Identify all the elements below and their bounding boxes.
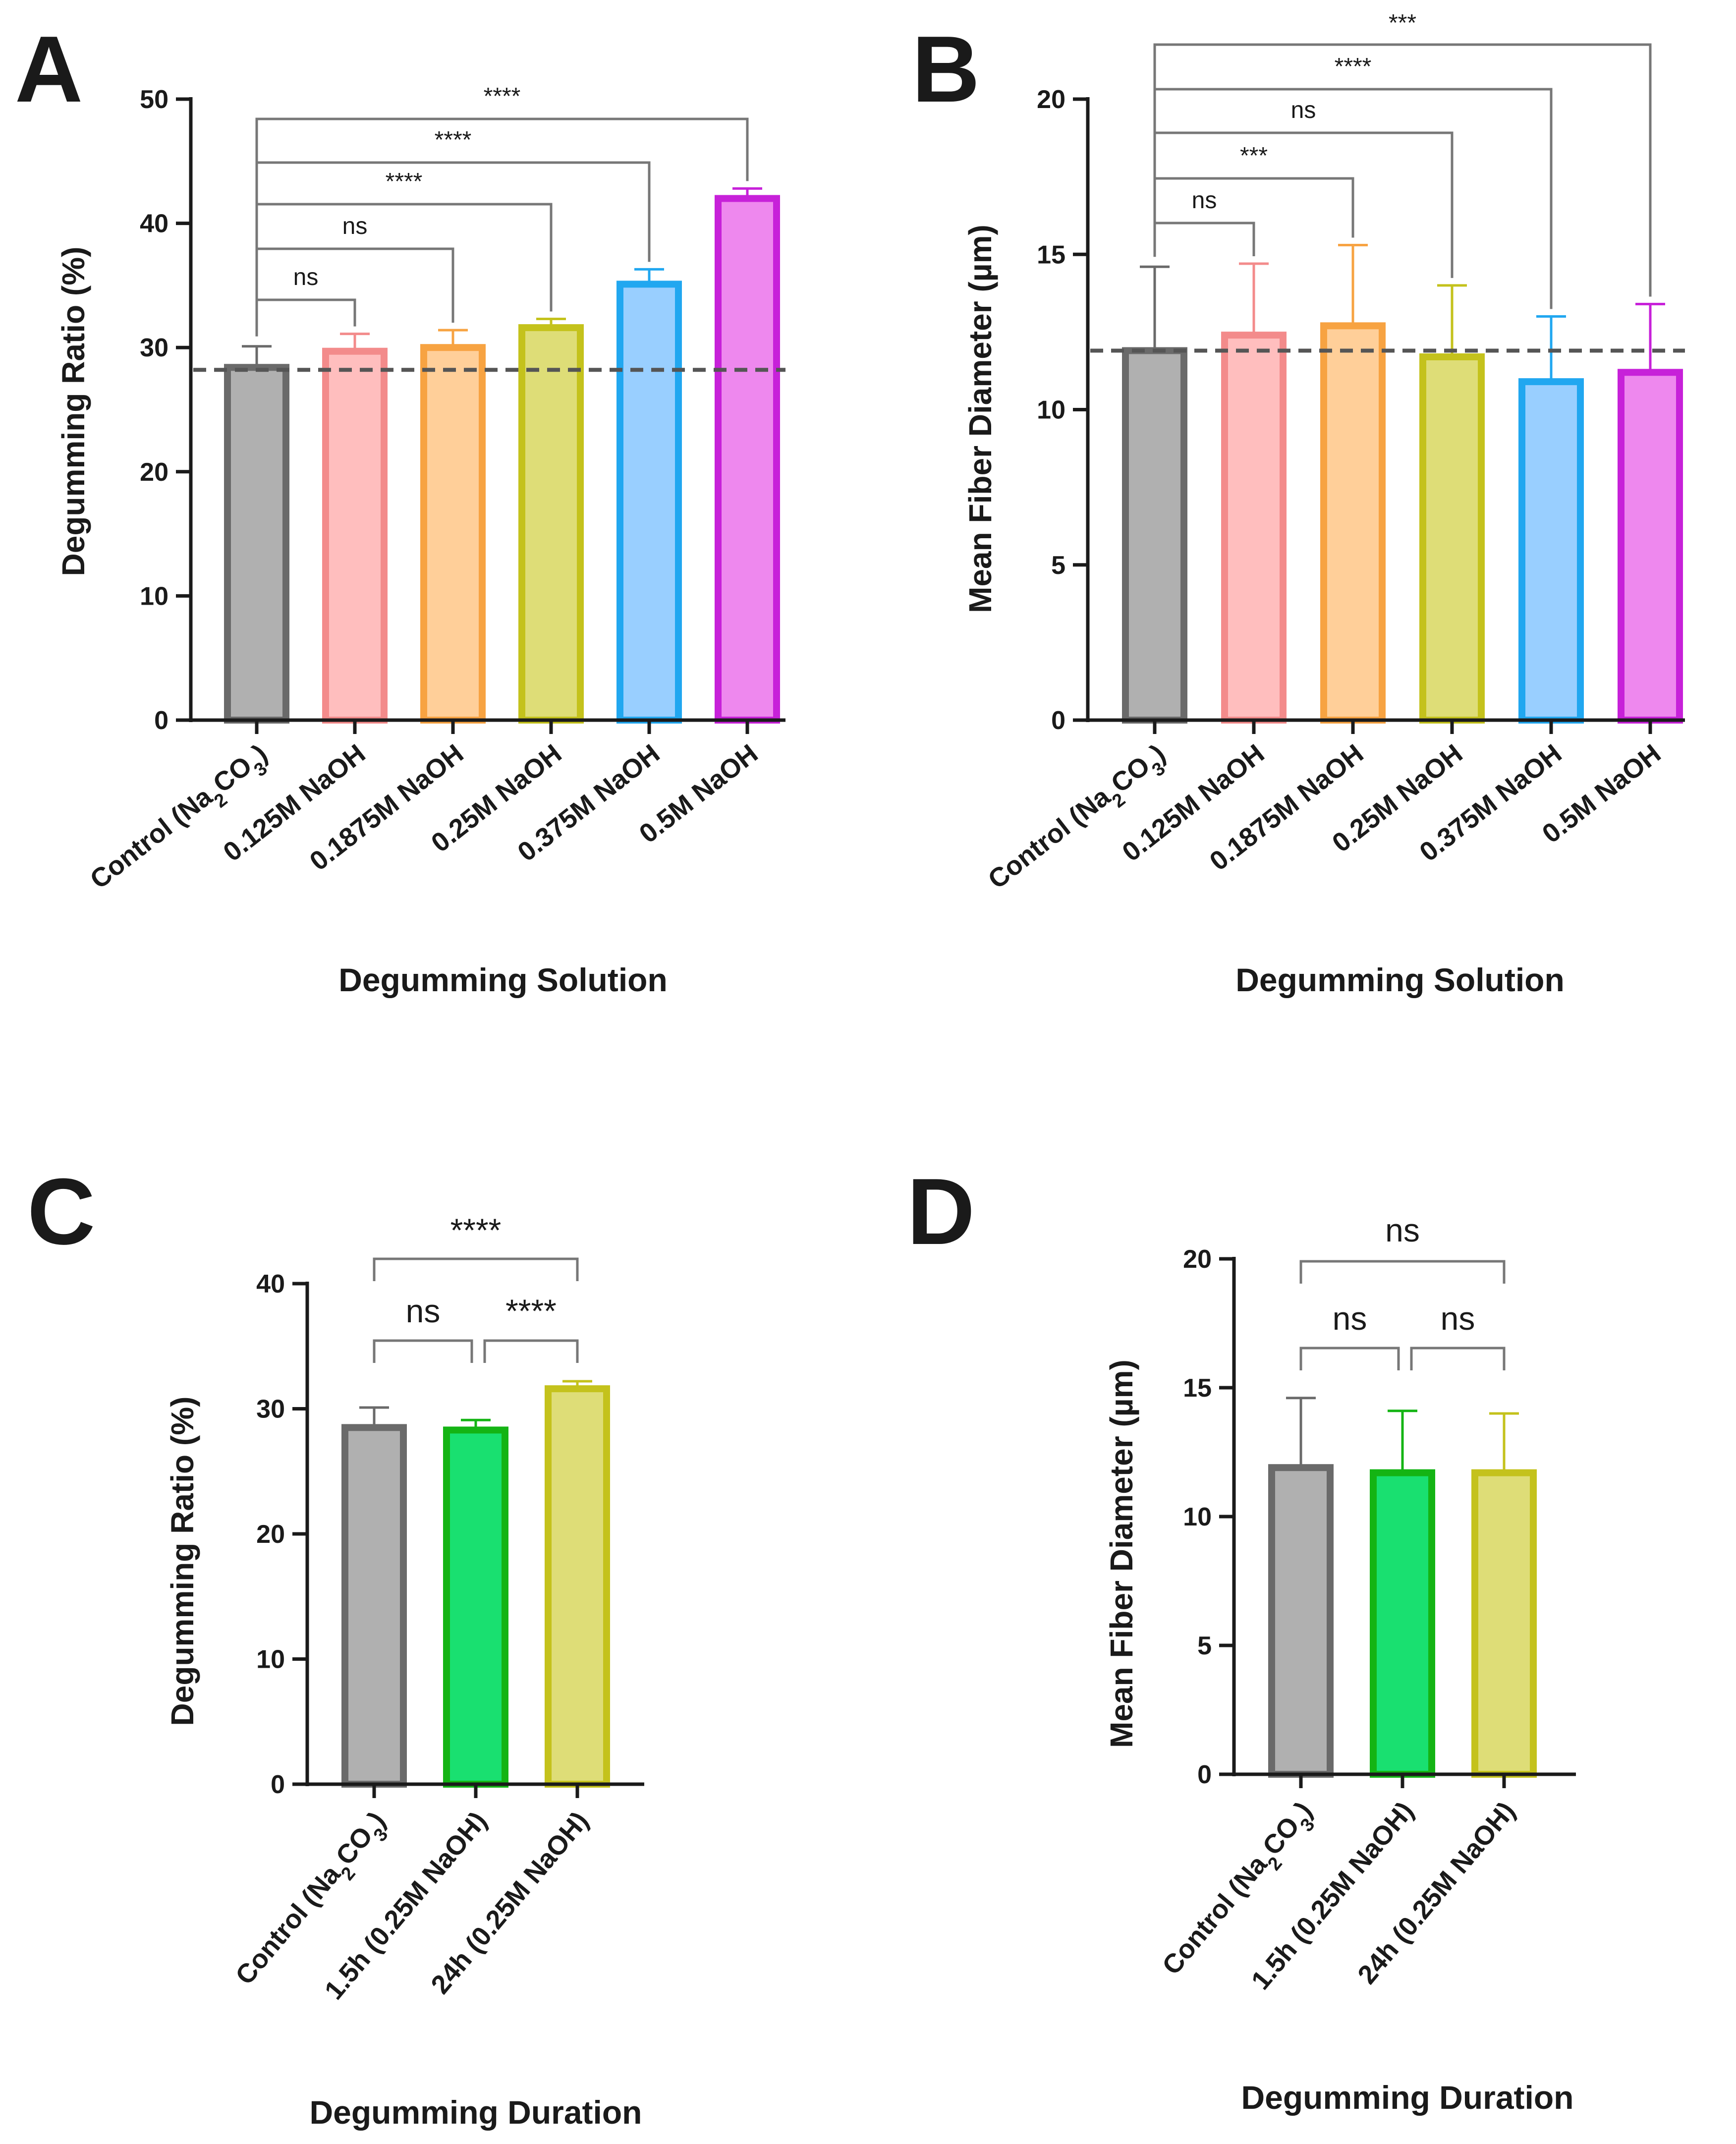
panel-a-ytick-label-40: 40: [140, 210, 168, 238]
panel-d-ytick-label-10: 10: [1183, 1503, 1212, 1531]
panel-d-bar-0: [1268, 1464, 1334, 1778]
panel-b-sig-label-3: ****: [1335, 54, 1372, 80]
panel-letter-c: C: [27, 1159, 95, 1264]
panel-b-ytick-label-20: 20: [1037, 85, 1065, 114]
panel-letter-d: D: [907, 1159, 975, 1264]
panel-a-bar-5: [715, 195, 780, 724]
panel-d-sig-bracket-2: [1299, 1260, 1506, 1284]
panel-d-sig-label-2: ns: [1385, 1212, 1420, 1248]
panel-b-ytick-label-10: 10: [1037, 396, 1065, 425]
panel-c-bar-2: [545, 1385, 610, 1788]
panel-a-ytick-label-20: 20: [140, 458, 168, 487]
panel-d-sig-bracket-1: [1410, 1347, 1506, 1370]
panel-d-ytick-label-5: 5: [1197, 1632, 1212, 1660]
panel-c-sig-bracket-0: [373, 1339, 473, 1363]
panel-d-ytick-label-15: 15: [1183, 1374, 1212, 1403]
panel-b-sig-label-2: ns: [1291, 97, 1316, 123]
panel-a-sig-bracket-2: [255, 203, 553, 312]
panel-a-ylabel: Degumming Ratio (%): [56, 247, 91, 576]
panel-b-sig-bracket-0: [1153, 222, 1255, 257]
panel-c-ytick-label-20: 20: [256, 1520, 285, 1549]
panel-a-sig-label-2: ****: [386, 169, 423, 195]
panel-b-bar-4: [1518, 378, 1584, 724]
panel-c-sig-bracket-2: [373, 1257, 579, 1281]
panel-d-sig-bracket-0: [1299, 1347, 1400, 1370]
panel-d-ytick-label-20: 20: [1183, 1245, 1212, 1274]
panel-a-bar-4: [616, 281, 682, 724]
panel-a-ytick-label-0: 0: [154, 706, 168, 735]
panel-d-ytick-label-0: 0: [1197, 1760, 1212, 1789]
panel-c-xlabel: Degumming Duration: [310, 2094, 642, 2131]
panel-b-bar-0: [1122, 347, 1187, 724]
panel-d-ylabel: Mean Fiber Diameter (µm): [1104, 1359, 1139, 1748]
panel-c-bar-0: [341, 1424, 407, 1788]
panel-a-ytick-label-50: 50: [140, 85, 168, 114]
panel-c-ylabel: Degumming Ratio (%): [165, 1397, 200, 1726]
panel-b-bar-5: [1618, 369, 1683, 724]
panel-c-ytick-label-30: 30: [256, 1395, 285, 1424]
panel-a-sig-bracket-4: [255, 117, 749, 181]
panel-a-bar-0: [224, 364, 289, 724]
panel-b-bar-1: [1221, 332, 1287, 724]
panel-c-sig-label-1: ****: [505, 1293, 557, 1329]
panel-c-sig-bracket-1: [483, 1339, 579, 1363]
panel-d-bar-2: [1471, 1469, 1537, 1778]
panel-letter-a: A: [15, 17, 83, 122]
panel-a-sig-label-4: ****: [484, 83, 521, 110]
panel-d-xlabel: Degumming Duration: [1241, 2079, 1574, 2116]
panel-d-sig-label-0: ns: [1333, 1300, 1367, 1337]
panel-b-xlabel: Degumming Solution: [1235, 961, 1565, 998]
panel-a-bar-2: [420, 344, 486, 724]
panel-b-ytick-label-5: 5: [1051, 551, 1065, 580]
panel-b-ytick-label-0: 0: [1051, 706, 1065, 735]
panel-d-sig-label-1: ns: [1441, 1300, 1475, 1337]
panel-b-ytick-label-15: 15: [1037, 240, 1065, 269]
panel-a-sig-label-3: ****: [435, 127, 472, 153]
panel-c-ytick-label-0: 0: [271, 1770, 285, 1799]
panel-a-sig-bracket-3: [255, 161, 651, 262]
panel-a-ytick-label-30: 30: [140, 334, 168, 362]
panel-c-sig-label-0: ns: [406, 1293, 441, 1329]
panel-b-sig-label-4: ***: [1389, 10, 1416, 36]
panel-c-ytick-label-10: 10: [256, 1645, 285, 1674]
panel-b-bar-3: [1419, 353, 1485, 724]
panel-b-ylabel: Mean Fiber Diameter (µm): [962, 225, 998, 613]
panel-d-bar-1: [1370, 1469, 1435, 1778]
panel-a-bar-3: [518, 324, 584, 724]
panel-a-sig-label-0: ns: [293, 264, 319, 290]
panel-a-ytick-label-10: 10: [140, 582, 168, 611]
panel-a-sig-label-1: ns: [342, 213, 368, 239]
panel-a-bar-1: [322, 347, 388, 724]
panel-b-sig-label-0: ns: [1192, 187, 1217, 214]
panel-a-xlabel: Degumming Solution: [338, 961, 668, 998]
panel-b-sig-label-1: ***: [1240, 143, 1268, 169]
panel-letter-b: B: [912, 17, 980, 122]
panel-c-bar-1: [443, 1426, 508, 1788]
panel-b-sig-bracket-4: [1153, 43, 1652, 297]
panel-c-ytick-label-40: 40: [256, 1270, 285, 1298]
panel-a-sig-bracket-0: [255, 298, 356, 327]
panel-b-bar-2: [1320, 322, 1386, 724]
panel-c-sig-label-2: ****: [450, 1212, 502, 1248]
